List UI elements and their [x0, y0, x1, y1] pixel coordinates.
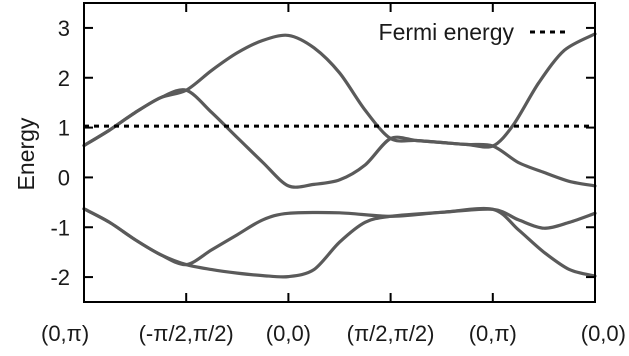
y-axis-ticks: 3 2 1 0 -1 -2 — [50, 16, 595, 290]
y-tick-label-1: 3 — [58, 16, 70, 41]
y-tick-label-3: 1 — [58, 116, 70, 141]
band-line-4 — [82, 206, 597, 279]
legend: Fermi energy — [379, 19, 570, 45]
band-line-1 — [82, 32, 597, 149]
legend-label-fermi-energy: Fermi energy — [379, 19, 515, 45]
x-tick-label-3: (0,0) — [266, 321, 311, 346]
plot-frame — [83, 2, 596, 303]
x-tick-label-2: (-π/2,π/2) — [139, 321, 234, 346]
x-tick-label-6: (0,0) — [581, 321, 626, 346]
y-tick-label-5: -1 — [50, 215, 70, 240]
x-tick-label-1: (0,π) — [41, 321, 89, 346]
x-tick-label-5: (0,π) — [469, 321, 517, 346]
y-tick-label-6: -2 — [50, 265, 70, 290]
band-line-2 — [82, 88, 597, 189]
y-tick-label-4: 0 — [58, 165, 70, 190]
x-tick-label-4: (π/2,π/2) — [347, 321, 435, 346]
y-axis-title: Energy — [13, 117, 39, 190]
plot-area — [82, 32, 597, 279]
x-axis-ticks: (0,π) (-π/2,π/2) (0,0) (π/2,π/2) (0,π) (0,0) — [41, 3, 626, 346]
y-tick-label-2: 2 — [58, 66, 70, 91]
